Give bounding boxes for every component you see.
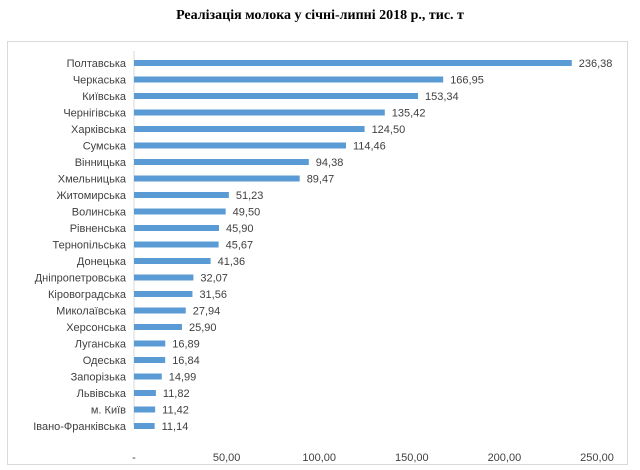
bar xyxy=(134,274,194,281)
bar xyxy=(134,357,166,363)
data-label: 51,23 xyxy=(236,190,264,202)
bar xyxy=(134,175,300,182)
bar xyxy=(134,324,182,330)
category-label: Кіровоградська xyxy=(48,289,127,301)
data-label: 166,95 xyxy=(450,75,484,87)
bar xyxy=(134,291,193,297)
bar xyxy=(134,258,211,264)
x-tick-label: 250,00 xyxy=(580,452,614,464)
bar xyxy=(134,126,365,132)
bar xyxy=(134,76,444,83)
category-label: м. Київ xyxy=(91,405,126,417)
category-label: Одеська xyxy=(83,355,127,367)
data-label: 49,50 xyxy=(233,207,261,219)
bar xyxy=(134,208,226,215)
x-tick-label: 100,00 xyxy=(302,452,336,464)
data-label: 135,42 xyxy=(392,108,426,120)
category-label: Харківська xyxy=(71,124,127,136)
data-label: 114,46 xyxy=(353,141,386,153)
category-label: Луганська xyxy=(75,339,127,351)
category-label: Івано-Франківська xyxy=(33,421,127,433)
category-label: Львівська xyxy=(77,388,127,400)
category-label: Дніпропетровська xyxy=(35,273,127,285)
data-label: 11,42 xyxy=(162,405,189,417)
category-label: Донецька xyxy=(77,256,127,268)
x-tick-label: 150,00 xyxy=(395,452,429,464)
category-label: Сумська xyxy=(83,141,127,153)
data-label: 32,07 xyxy=(200,273,228,285)
data-label: 11,82 xyxy=(163,388,190,400)
data-label: 31,56 xyxy=(199,289,227,301)
category-label: Хмельницька xyxy=(58,174,127,186)
x-tick-label: - xyxy=(132,452,136,464)
bar xyxy=(134,406,156,413)
bar xyxy=(134,225,220,231)
x-tick-label: 200,00 xyxy=(488,452,522,464)
data-label: 94,38 xyxy=(316,157,344,169)
data-label: 11,14 xyxy=(162,421,189,433)
category-label: Полтавська xyxy=(67,58,127,70)
bar xyxy=(134,390,156,396)
bar xyxy=(134,241,219,248)
data-label: 124,50 xyxy=(372,124,406,136)
data-label: 14,99 xyxy=(169,372,197,384)
category-label: Вінницька xyxy=(75,157,127,169)
data-label: 45,90 xyxy=(226,223,254,235)
bar xyxy=(134,423,155,429)
data-label: 41,36 xyxy=(218,256,246,268)
data-label: 16,84 xyxy=(172,355,200,367)
bar xyxy=(134,340,166,347)
data-label: 45,67 xyxy=(226,240,254,252)
category-label: Тернопільська xyxy=(53,240,127,252)
category-label: Херсонська xyxy=(66,322,127,334)
bar xyxy=(134,109,385,116)
category-label: Волинська xyxy=(72,207,127,219)
bar xyxy=(134,159,309,165)
bar xyxy=(134,192,229,198)
bar xyxy=(134,142,346,149)
bar xyxy=(134,60,572,66)
category-label: Київська xyxy=(82,91,127,103)
x-tick-label: 50,00 xyxy=(213,452,241,464)
bar xyxy=(134,93,418,99)
bar xyxy=(134,307,186,314)
data-label: 153,34 xyxy=(425,91,459,103)
chart-frame xyxy=(7,41,628,465)
data-label: 27,94 xyxy=(193,306,221,318)
category-label: Житомирська xyxy=(56,190,126,202)
category-label: Черкаська xyxy=(73,75,127,87)
category-label: Чернігівська xyxy=(63,108,127,120)
data-label: 25,90 xyxy=(189,322,217,334)
chart-title: Реалізація молока у січні-липні 2018 р.,… xyxy=(176,8,464,23)
bar xyxy=(134,373,162,380)
category-label: Запорізька xyxy=(71,372,127,384)
category-label: Рівненська xyxy=(70,223,127,235)
data-label: 236,38 xyxy=(579,58,613,70)
data-label: 16,89 xyxy=(172,339,200,351)
category-label: Миколаївська xyxy=(56,306,127,318)
data-label: 89,47 xyxy=(307,174,335,186)
